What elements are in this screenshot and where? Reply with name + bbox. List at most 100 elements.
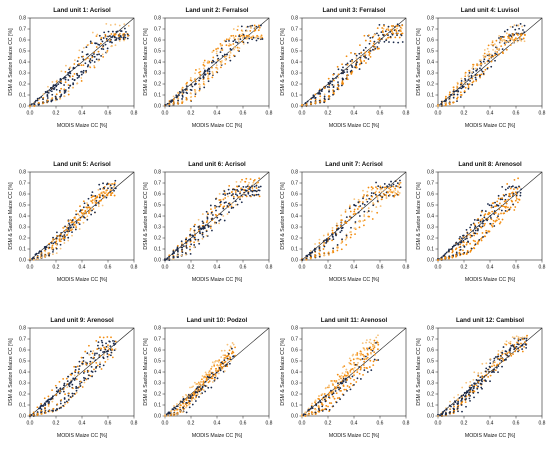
data-point — [193, 398, 196, 401]
data-point — [210, 218, 213, 221]
data-point — [194, 234, 196, 237]
data-point — [74, 225, 77, 227]
data-point — [97, 203, 100, 206]
data-point — [488, 371, 490, 373]
data-point — [324, 85, 327, 88]
data-point — [189, 229, 192, 232]
data-point — [515, 345, 518, 348]
data-point — [221, 60, 223, 62]
data-point — [460, 87, 463, 90]
data-point — [42, 102, 45, 105]
data-point — [314, 255, 317, 258]
y-tick-label: 0.1 — [154, 93, 161, 99]
data-point — [482, 72, 485, 75]
data-point — [350, 233, 353, 236]
data-point — [164, 104, 167, 106]
data-point — [340, 84, 343, 87]
data-point — [508, 37, 510, 39]
data-point — [327, 405, 329, 408]
data-point — [221, 362, 224, 365]
one-to-one-line — [301, 171, 407, 261]
data-point — [464, 401, 467, 404]
data-point — [373, 339, 376, 342]
data-point — [56, 408, 59, 411]
data-point — [211, 51, 214, 53]
data-point — [168, 103, 171, 106]
data-point — [349, 230, 352, 233]
y-tick-label: 0.0 — [19, 258, 26, 264]
data-point — [401, 24, 404, 27]
data-point — [111, 41, 113, 44]
data-point — [320, 89, 323, 91]
data-point — [336, 373, 339, 376]
data-point — [318, 255, 321, 258]
data-point — [229, 51, 232, 54]
data-point — [349, 359, 352, 362]
data-point — [332, 405, 335, 408]
data-point — [319, 401, 322, 404]
data-point — [186, 397, 189, 399]
data-point — [184, 403, 187, 406]
data-point — [95, 339, 98, 342]
data-point — [325, 240, 328, 243]
data-point — [503, 30, 506, 33]
data-point — [464, 78, 466, 80]
data-point — [64, 76, 67, 79]
data-point — [346, 63, 349, 66]
data-point — [356, 61, 358, 64]
y-tick-label: 0.1 — [291, 93, 298, 99]
data-point — [176, 246, 179, 249]
data-point — [97, 205, 100, 208]
data-point — [473, 385, 475, 388]
data-point — [366, 200, 369, 203]
data-point — [350, 51, 352, 54]
data-point — [84, 350, 87, 353]
data-point — [344, 209, 347, 211]
data-point — [76, 365, 79, 368]
data-point — [170, 409, 173, 412]
data-point — [471, 384, 473, 387]
data-point — [223, 53, 226, 56]
data-point — [63, 92, 66, 94]
data-point — [227, 352, 230, 355]
data-point — [76, 60, 79, 63]
data-point — [177, 256, 179, 259]
data-point — [124, 34, 126, 36]
data-point — [189, 238, 192, 241]
data-point — [74, 366, 77, 368]
data-point — [109, 35, 111, 38]
data-point — [239, 196, 241, 199]
data-point — [519, 346, 522, 349]
x-tick-label: 0.6 — [377, 421, 384, 427]
data-point — [444, 101, 447, 104]
data-point — [395, 25, 398, 27]
data-point — [52, 87, 54, 90]
data-point — [59, 238, 62, 240]
data-point — [122, 34, 125, 37]
data-point — [503, 35, 506, 38]
data-point — [236, 29, 239, 31]
data-point — [475, 379, 478, 381]
data-point — [201, 227, 204, 230]
data-point — [95, 366, 97, 369]
data-point — [91, 42, 93, 45]
data-point — [50, 242, 53, 244]
data-point — [362, 49, 365, 52]
data-point — [463, 251, 466, 254]
data-point — [82, 55, 85, 58]
data-point — [198, 83, 201, 86]
data-point — [252, 179, 255, 182]
data-point — [110, 336, 112, 339]
data-point — [460, 237, 463, 240]
data-point — [97, 43, 100, 46]
data-point — [113, 185, 115, 188]
data-point — [481, 232, 484, 234]
data-point — [481, 217, 484, 220]
y-tick-label: 0.1 — [291, 403, 298, 409]
data-point — [349, 371, 352, 374]
panel-title: Land unit 9: Arenosol — [50, 317, 114, 324]
data-point — [327, 251, 330, 254]
data-point — [467, 74, 470, 77]
data-point — [332, 236, 334, 238]
data-point — [323, 241, 326, 244]
